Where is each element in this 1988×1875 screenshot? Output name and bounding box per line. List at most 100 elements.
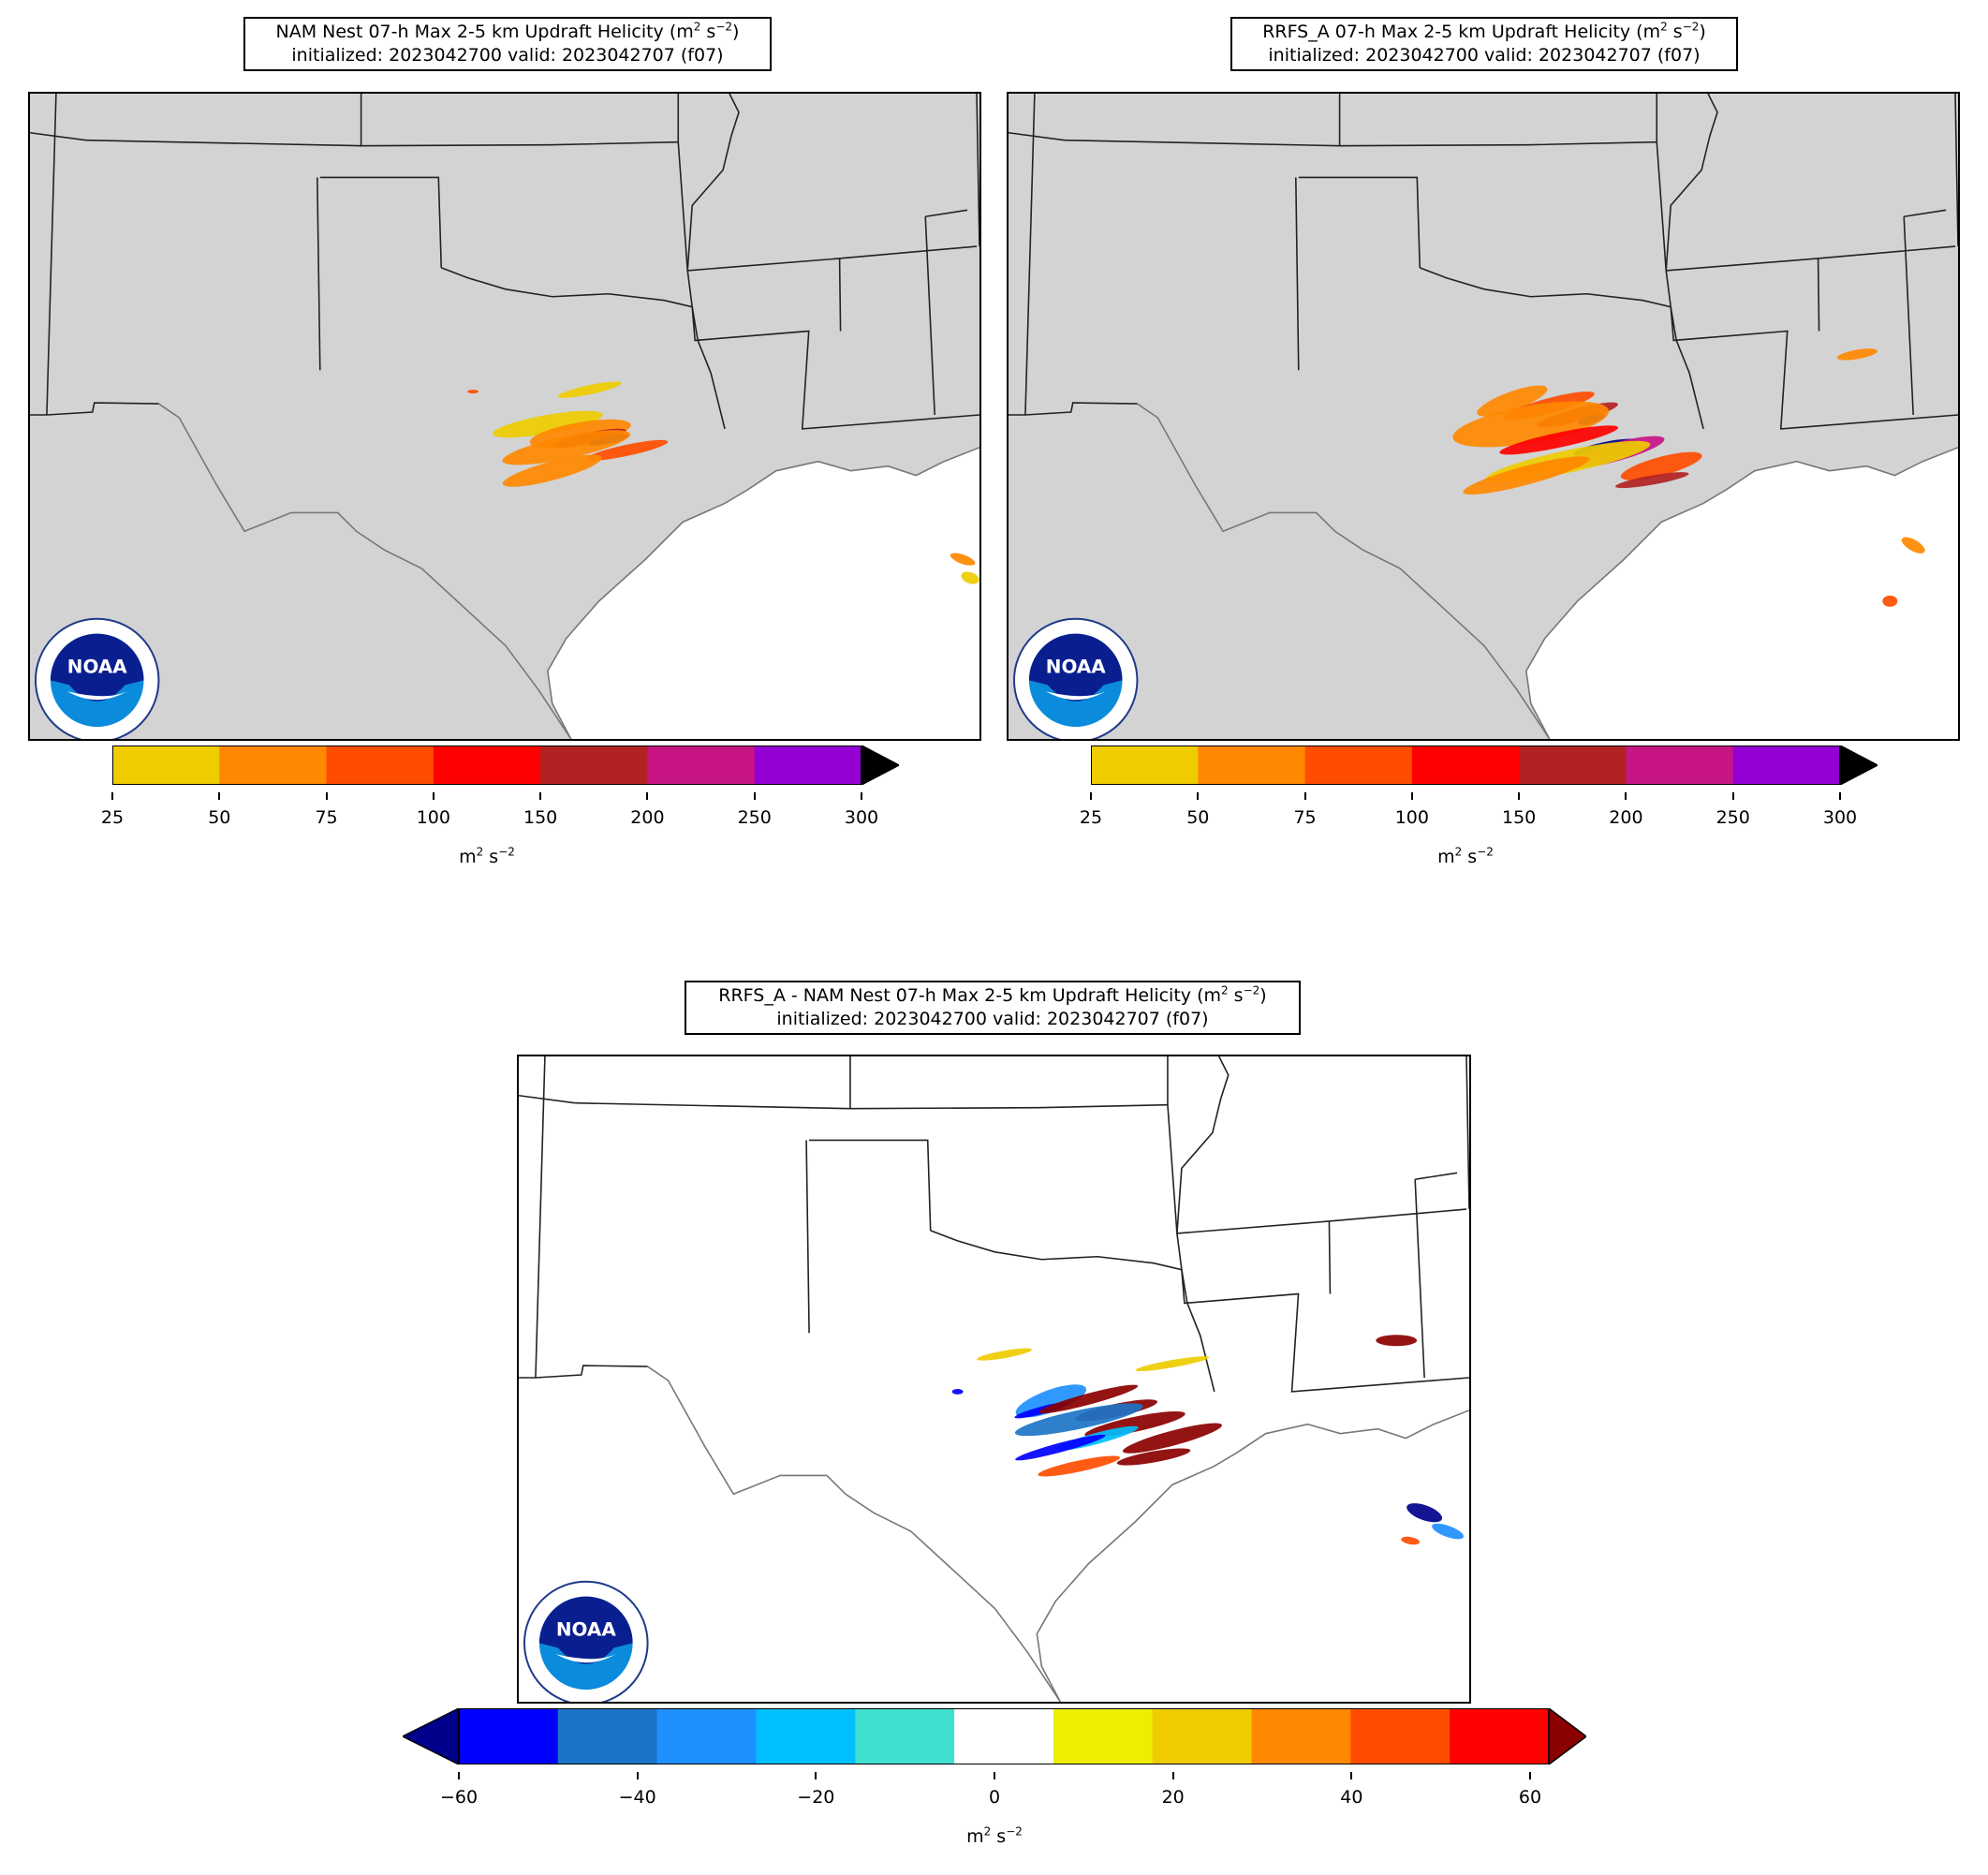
updraft-helicity-field [951, 1335, 1465, 1545]
nam-panel-title: NAM Nest 07-h Max 2-5 km Updraft Helicit… [243, 17, 772, 71]
diff-colorbar [401, 1706, 1588, 1766]
state-border [809, 1139, 932, 1231]
colorbar-segment [557, 1708, 658, 1764]
state-border [574, 1101, 1168, 1110]
storm-cell [1015, 1434, 1106, 1461]
diff-colorbar-ticks: −60 −40 −20 0 20 40 60 [440, 1772, 1541, 1811]
colorbar-tick-mark [1518, 792, 1521, 800]
colorbar-tick-mark [325, 792, 328, 800]
nam-colorbar [111, 744, 901, 787]
colorbar-tick-mark [1197, 792, 1200, 800]
storm-cell [1038, 1384, 1139, 1414]
colorbar-segment [219, 746, 328, 785]
rrfs-panel-title: RRFS_A 07-h Max 2-5 km Updraft Helicity … [1230, 17, 1738, 71]
state-border [1167, 1056, 1183, 1270]
storm-cell [1463, 456, 1590, 495]
storm-cell [1116, 1448, 1191, 1466]
storm-cell [1901, 537, 1925, 554]
colorbar-tick-mark [1529, 1772, 1531, 1779]
rio-grande-border [1137, 403, 1551, 739]
diff-title-line1: RRFS_A - NAM Nest 07-h Max 2-5 km Updraf… [718, 983, 1267, 1006]
noaa-logo-bird [555, 1654, 616, 1663]
state-border [686, 94, 740, 271]
state-border [691, 306, 979, 430]
colorbar-tick-mark [994, 1772, 995, 1779]
storm-cell [557, 381, 622, 398]
colorbar-tick-label: 40 [1340, 1787, 1363, 1808]
colorbar-tick-label: 0 [988, 1787, 1001, 1808]
diff-panel-title: RRFS_A - NAM Nest 07-h Max 2-5 km Updraf… [685, 981, 1301, 1035]
colorbar-tick-label: 25 [1079, 807, 1103, 828]
state-border [519, 1094, 575, 1104]
storm-cell [492, 410, 603, 438]
storm-cell [1882, 595, 1898, 607]
colorbar-segment [1411, 746, 1520, 785]
state-border [30, 131, 86, 141]
storm-cell [1122, 1423, 1222, 1454]
storm-cell [502, 430, 630, 465]
state-border [519, 1365, 648, 1379]
state-border [1009, 131, 1065, 141]
state-border [1181, 1269, 1469, 1393]
storm-cell [1620, 451, 1702, 480]
colorbar-segment [433, 746, 541, 785]
colorbar-segment [112, 746, 220, 785]
state-border [1328, 1220, 1332, 1294]
nam-title-line1: NAM Nest 07-h Max 2-5 km Updraft Helicit… [275, 20, 740, 42]
storm-cell [1836, 348, 1878, 361]
colorbar-tick-mark [861, 792, 862, 800]
colorbar-tick-label: 50 [208, 807, 231, 828]
colorbar-tick-mark [753, 792, 756, 800]
storm-cell [1014, 1403, 1143, 1437]
state-border [1414, 1179, 1425, 1379]
colorbar-tick-mark [1410, 792, 1413, 800]
storm-cell [951, 1388, 964, 1395]
state-border [1656, 94, 1672, 307]
state-border [85, 139, 679, 147]
storm-cell [1401, 1536, 1421, 1545]
colorbar-tick-label: 150 [1502, 807, 1537, 828]
diff-colorbar-unit: m2 s−2 [966, 1824, 1023, 1847]
storm-cell [1135, 1356, 1210, 1372]
colorbar-tick-label: 100 [416, 807, 450, 828]
red-river-border [930, 1230, 1215, 1393]
nam-title-line2: initialized: 2023042700 valid: 202304270… [291, 45, 724, 66]
state-border [1903, 216, 1914, 416]
storm-cell [977, 1348, 1032, 1361]
state-border [1064, 139, 1657, 147]
storm-cell [1038, 1455, 1121, 1477]
colorbar-segment [540, 746, 648, 785]
colorbar-tick-label: 75 [315, 807, 338, 828]
storm-cell [467, 390, 479, 394]
colorbar-tick-label: −20 [797, 1787, 835, 1808]
noaa-logo: NOAA [35, 617, 160, 739]
state-border [535, 1056, 546, 1379]
updraft-helicity-field [1452, 348, 1925, 607]
colorbar-tick-label: 250 [1716, 807, 1750, 828]
colorbar-tick-mark [1090, 792, 1092, 800]
noaa-logo-text: NOAA [1046, 656, 1106, 677]
colorbar-tick-label: 100 [1394, 807, 1429, 828]
colorbar-tick-label: 150 [523, 807, 558, 828]
colorbar-extend-max [861, 744, 901, 787]
colorbar-segment [1350, 1708, 1451, 1764]
storm-cell [961, 571, 979, 584]
colorbar-tick-label: 300 [844, 807, 879, 828]
colorbar-tick-mark [111, 792, 113, 800]
colorbar-segment [1450, 1708, 1550, 1764]
colorbar-segment [1304, 746, 1413, 785]
noaa-logo: NOAA [1013, 617, 1139, 739]
state-border [30, 402, 159, 416]
storm-cell [1376, 1335, 1418, 1347]
rio-grande-border [158, 403, 572, 739]
colorbar-tick-label: 20 [1161, 1787, 1185, 1808]
noaa-logo-sky [1028, 633, 1123, 701]
red-river-border [440, 267, 726, 430]
colorbar-tick-label: 250 [737, 807, 772, 828]
red-river-border [1419, 267, 1704, 430]
colorbar-tick-label: 60 [1518, 1787, 1542, 1808]
storm-cell [1499, 425, 1619, 455]
coastline [1036, 1410, 1469, 1702]
rrfs-colorbar [1090, 744, 1879, 787]
gulf-of-mexico [547, 447, 979, 739]
